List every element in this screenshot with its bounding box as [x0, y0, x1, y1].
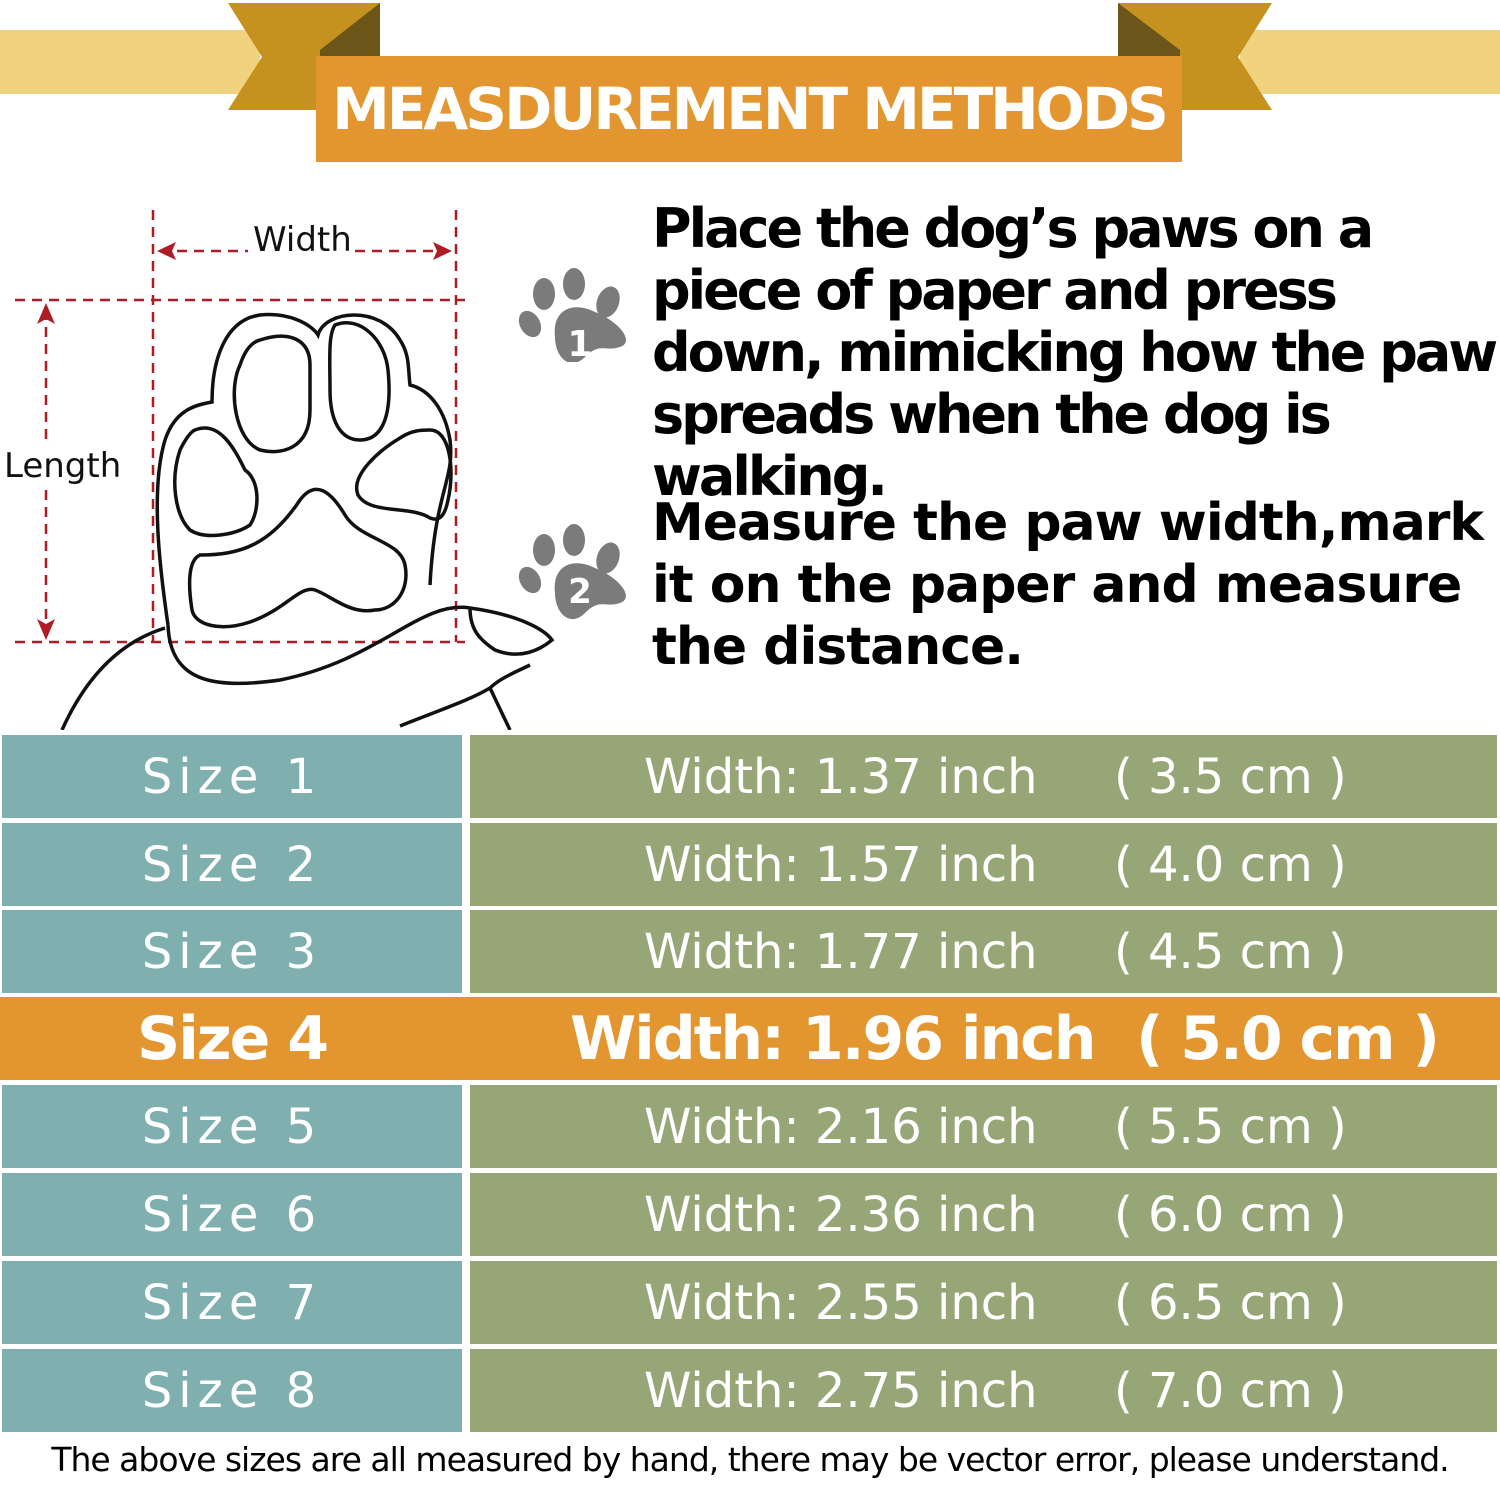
size-label: Size 4 [2, 997, 462, 1080]
paw-outline-illustration [15, 210, 555, 731]
size-label: Size 2 [2, 823, 462, 906]
width-cm: ( 6.5 cm ) [1114, 1274, 1347, 1331]
width-cm: ( 5.5 cm ) [1114, 1098, 1347, 1155]
footer-note: The above sizes are all measured by hand… [51, 1440, 1449, 1479]
size-row: Size 8 Width: 2.75 inch ( 7.0 cm ) [0, 1349, 1500, 1432]
width-inch: Width: 1.96 inch [570, 1003, 1096, 1074]
step-2-text: Measure the paw width,mark it on the pap… [652, 493, 1484, 677]
width-inch: Width: 2.16 inch [644, 1098, 1038, 1155]
size-row: Size 1 Width: 1.37 inch ( 3.5 cm ) [0, 735, 1500, 818]
size-row: Size 3 Width: 1.77 inch ( 4.5 cm ) [0, 910, 1500, 993]
width-cm: ( 4.5 cm ) [1114, 923, 1347, 980]
width-inch: Width: 1.77 inch [644, 923, 1038, 980]
ribbon-decoration [0, 3, 1500, 110]
size-label: Size 7 [2, 1261, 462, 1344]
size-label: Size 1 [2, 735, 462, 818]
width-inch: Width: 2.36 inch [644, 1186, 1038, 1243]
width-cm: ( 4.0 cm ) [1114, 836, 1347, 893]
paw-print-icon: 1 [518, 268, 626, 362]
width-inch: Width: 1.57 inch [644, 836, 1038, 893]
paw-print-icon: 2 [518, 524, 626, 620]
paw-measurement-diagram: Width Length [0, 190, 650, 731]
width-inch: Width: 1.37 inch [644, 748, 1038, 805]
step-2-number: 2 [568, 572, 592, 612]
width-cm: ( 3.5 cm ) [1114, 748, 1347, 805]
length-label: Length [4, 446, 122, 486]
size-row: Size 5 Width: 2.16 inch ( 5.5 cm ) [0, 1085, 1500, 1168]
width-label: Width [253, 220, 352, 260]
width-inch: Width: 2.55 inch [644, 1274, 1038, 1331]
size-label: Size 8 [2, 1349, 462, 1432]
banner-title: MEASDUREMENT METHODS [316, 56, 1182, 162]
width-inch: Width: 2.75 inch [644, 1362, 1038, 1419]
size-row-highlighted: Size 4 Width: 1.96 inch ( 5.0 cm ) [0, 997, 1500, 1080]
step-1-text: Place the dog’s paws on a piece of paper… [652, 197, 1498, 508]
size-label: Size 5 [2, 1085, 462, 1168]
width-cm: ( 5.0 cm ) [1136, 1003, 1440, 1074]
size-row: Size 7 Width: 2.55 inch ( 6.5 cm ) [0, 1261, 1500, 1344]
step-1-number: 1 [567, 324, 592, 362]
width-cm: ( 6.0 cm ) [1114, 1186, 1347, 1243]
size-row: Size 6 Width: 2.36 inch ( 6.0 cm ) [0, 1173, 1500, 1256]
size-label: Size 3 [2, 910, 462, 993]
size-row: Size 2 Width: 1.57 inch ( 4.0 cm ) [0, 823, 1500, 906]
size-label: Size 6 [2, 1173, 462, 1256]
width-cm: ( 7.0 cm ) [1114, 1362, 1347, 1419]
